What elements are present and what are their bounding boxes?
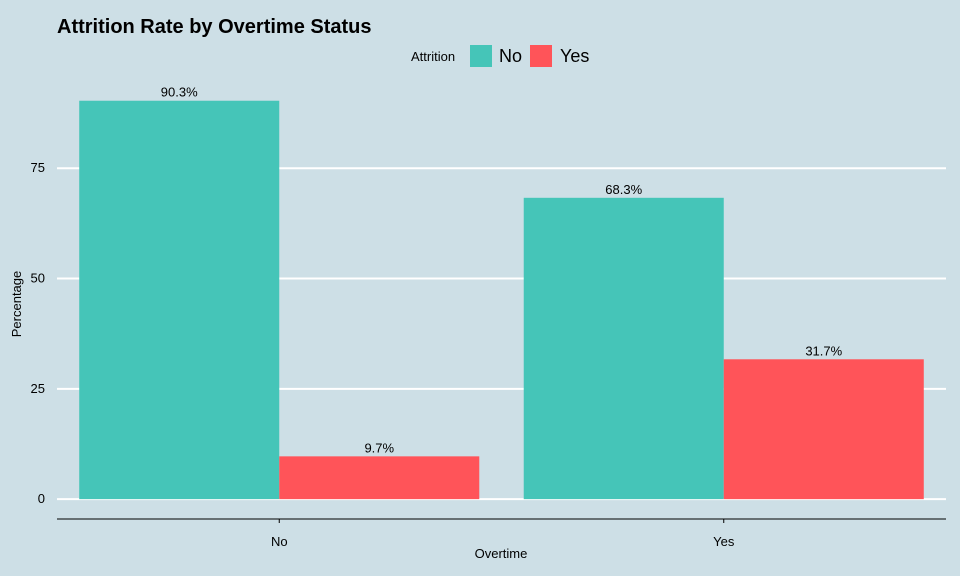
data-label-yes-no: 68.3%	[605, 182, 642, 197]
bar-yes-yes	[723, 359, 924, 500]
bar-no-no	[79, 100, 280, 500]
bar-no-yes	[279, 456, 480, 500]
data-label-yes-yes: 31.7%	[805, 343, 842, 358]
legend-label-no: No	[499, 46, 523, 66]
data-label-no-yes: 9.7%	[364, 440, 394, 455]
y-axis-title: Percentage	[9, 271, 24, 338]
legend: Attrition No Yes	[0, 43, 960, 69]
y-tick-label-75: 75	[31, 160, 45, 175]
legend-swatch-no	[470, 45, 492, 67]
bars	[79, 100, 924, 500]
data-labels: 90.3% 9.7% 68.3% 31.7%	[161, 85, 843, 456]
x-axis-title: Overtime	[475, 546, 528, 561]
legend-title: Attrition	[411, 49, 456, 64]
y-tick-label-50: 50	[31, 271, 45, 286]
x-tick-label-yes: Yes	[713, 534, 735, 549]
axes: No Yes 0 25 50 75	[31, 160, 946, 549]
legend-swatch-yes	[530, 45, 552, 67]
legend-label-yes: Yes	[560, 46, 590, 66]
x-tick-label-no: No	[271, 534, 288, 549]
chart-title: Attrition Rate by Overtime Status	[57, 16, 372, 38]
y-tick-label-0: 0	[38, 491, 45, 506]
y-tick-label-25: 25	[31, 381, 45, 396]
data-label-no-no: 90.3%	[161, 85, 198, 100]
bar-yes-no	[523, 197, 724, 500]
